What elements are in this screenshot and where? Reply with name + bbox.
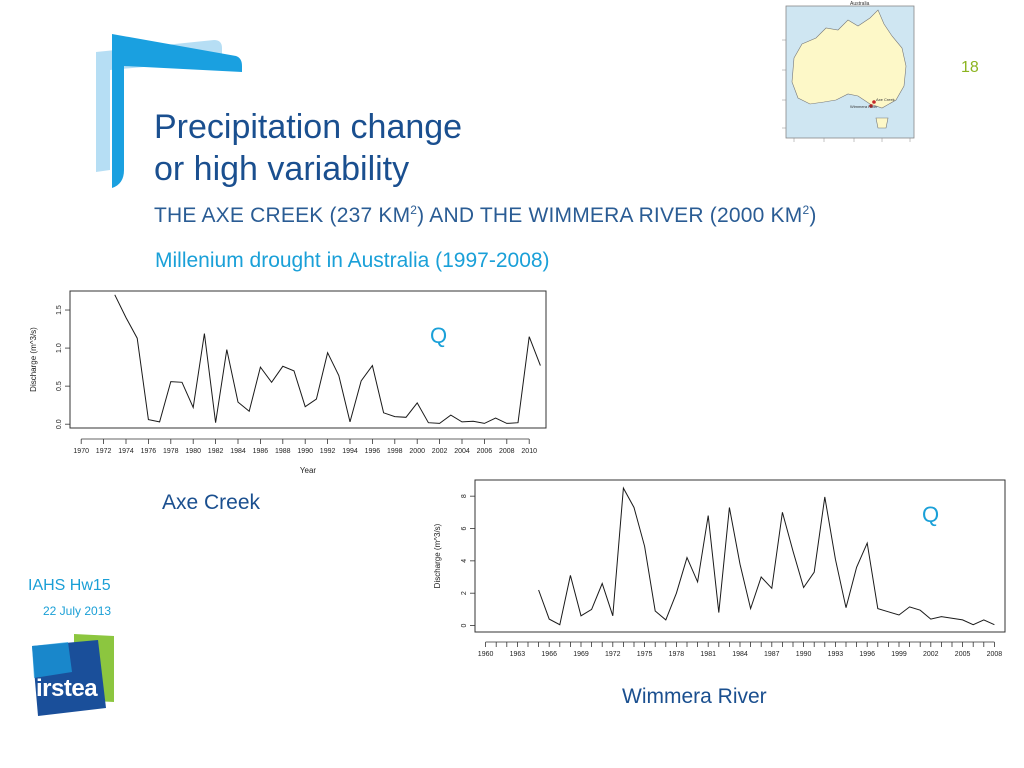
page-number: 18: [961, 59, 979, 76]
x-tick-label: 1996: [859, 651, 875, 658]
x-tick-label: 1990: [796, 651, 812, 658]
discharge-series-line: [538, 486, 995, 626]
y-tick-label: 1.0: [56, 343, 63, 353]
q-annotation: Q: [430, 323, 447, 348]
x-tick-label: 2006: [477, 448, 493, 455]
y-axis-label: Discharge (m^3/s): [433, 523, 442, 588]
tasmania-landmass: [875, 117, 889, 129]
q-annotation: Q: [922, 502, 939, 527]
x-tick-label: 1978: [163, 448, 179, 455]
superscript-b: 2: [802, 203, 810, 217]
date-label: 22 July 2013: [43, 604, 112, 618]
x-tick-label: 1963: [510, 651, 526, 658]
x-tick-label: 1980: [185, 448, 201, 455]
x-tick-label: 1996: [365, 448, 381, 455]
y-tick-label: 0.0: [56, 419, 63, 429]
map-title: Australia: [850, 1, 870, 7]
x-tick-label: 1986: [253, 448, 269, 455]
title-line-1: Precipitation change: [154, 108, 463, 146]
conference-label: IAHS Hw15: [28, 577, 111, 594]
irstea-logo: [32, 634, 114, 716]
caption-axe-creek: Axe Creek: [162, 491, 261, 514]
x-tick-label: 1972: [96, 448, 112, 455]
australia-landmass: [791, 9, 907, 109]
x-tick-label: 2004: [454, 448, 470, 455]
x-tick-label: 1970: [73, 448, 89, 455]
wimmera-river-marker: [869, 104, 873, 108]
x-tick-label: 1978: [669, 651, 685, 658]
x-tick-label: 1966: [541, 651, 557, 658]
y-axis-label: Discharge (m^3/s): [29, 327, 38, 392]
axe-creek-chart: 0.0 0.5 1.0 1.5 1970 1972 1974 1976 1978 1980 1982…: [29, 290, 547, 473]
plot-frame: [69, 290, 547, 429]
x-tick-label: 1992: [320, 448, 336, 455]
logo-text: irstea: [36, 675, 98, 702]
x-tick-label: 2000: [409, 448, 425, 455]
slide-title: Precipitation change or high variability: [154, 106, 462, 190]
y-tick-label: 0.5: [56, 381, 63, 391]
x-tick-label: 1998: [387, 448, 403, 455]
x-tick-label: 2002: [432, 448, 448, 455]
map-label-axe-creek: Axe Creek: [876, 97, 895, 102]
x-tick-label: 1975: [637, 651, 653, 658]
x-tick-label: 1984: [230, 448, 246, 455]
logo-light-shape: [32, 642, 72, 678]
x-tick-label: 1969: [573, 651, 589, 658]
x-tick-label: 1974: [118, 448, 134, 455]
x-tick-label: 1976: [141, 448, 157, 455]
decorative-corner-brackets: [96, 34, 242, 188]
drought-label: Millenium drought in Australia (1997-200…: [155, 249, 550, 272]
map-label-wimmera: Wimmera River: [850, 104, 878, 109]
x-tick-label: 2008: [499, 448, 515, 455]
title-line-2: or high variability: [154, 150, 410, 188]
y-tick-label: 1.5: [56, 305, 63, 315]
x-tick-label: 1972: [605, 651, 621, 658]
x-tick-label: 1987: [764, 651, 780, 658]
x-tick-label: 2005: [955, 651, 971, 658]
y-tick-label: 6: [461, 526, 468, 530]
subtitle-part-c: ): [809, 204, 817, 227]
x-tick-label: 1993: [828, 651, 844, 658]
x-tick-label: 2010: [521, 448, 537, 455]
x-tick-label: 1981: [700, 651, 716, 658]
axe-creek-marker: [872, 100, 876, 104]
wimmera-river-chart: 0 2 4 6 8 1960 1963 1966 1969 1972 1975 1978 1981 198…: [433, 479, 1006, 658]
subtitle-part-a: THE AXE CREEK (237 KM: [154, 204, 411, 227]
slide-subtitle: THE AXE CREEK (237 KM2) AND THE WIMMERA …: [154, 203, 817, 228]
x-tick-label: 1960: [478, 651, 494, 658]
y-tick-label: 4: [461, 559, 468, 563]
y-tick-label: 0: [461, 623, 468, 627]
subtitle-part-b: ) AND THE WIMMERA RIVER (2000 KM: [417, 204, 803, 227]
x-tick-label: 2008: [987, 651, 1003, 658]
x-tick-label: 1994: [342, 448, 358, 455]
x-tick-label: 1988: [275, 448, 291, 455]
x-tick-label: 1984: [732, 651, 748, 658]
x-tick-label: 1982: [208, 448, 224, 455]
caption-wimmera-river: Wimmera River: [622, 685, 767, 708]
x-axis-label: Year: [300, 466, 317, 473]
y-tick-label: 8: [461, 494, 468, 498]
x-tick-label: 1990: [297, 448, 313, 455]
y-tick-label: 2: [461, 591, 468, 595]
australia-map: Australia Axe Creek Wimmera River: [778, 0, 918, 148]
superscript-a: 2: [410, 203, 418, 217]
x-tick-label: 2002: [923, 651, 939, 658]
discharge-series-line: [114, 294, 541, 424]
x-tick-label: 1999: [891, 651, 907, 658]
